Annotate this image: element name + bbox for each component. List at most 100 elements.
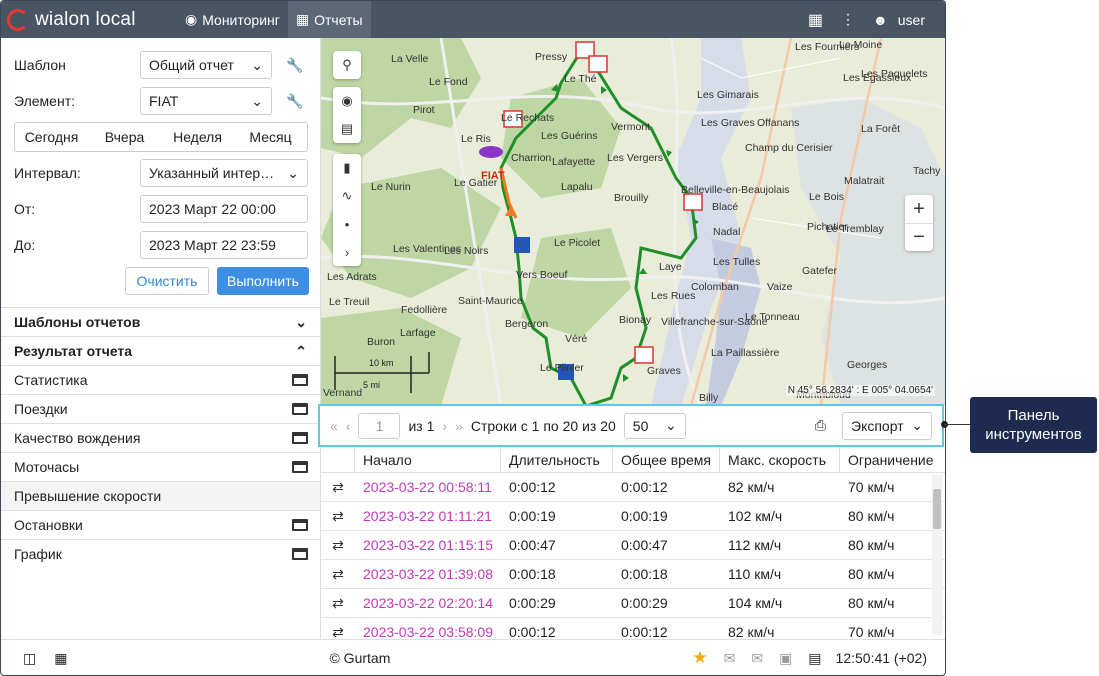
report-toolbar: « ‹ 1 из 1 › » Строки с 1 по 20 из 20 50…: [318, 404, 944, 447]
start-time-link[interactable]: 2023-03-22 01:39:08: [363, 566, 493, 582]
zoom-out-icon[interactable]: −: [905, 223, 933, 251]
start-time-link[interactable]: 2023-03-22 01:11:21: [363, 508, 492, 524]
route-icon[interactable]: ⇄: [332, 536, 344, 553]
start-time-link[interactable]: 2023-03-22 02:20:14: [363, 595, 493, 611]
mail-icon[interactable]: ✉: [751, 649, 764, 666]
result-item[interactable]: Остановки: [1, 510, 320, 539]
scrollbar-thumb[interactable]: [933, 489, 941, 529]
map-place-label: Vaize: [767, 281, 793, 293]
interval-select[interactable]: Указанный интер… ⌄: [140, 159, 308, 187]
image-icon[interactable]: ▣: [779, 649, 793, 666]
period-month[interactable]: Месяц: [249, 129, 292, 145]
first-page-icon[interactable]: «: [330, 417, 338, 434]
map-search-control[interactable]: ⚲: [333, 51, 361, 79]
table-row[interactable]: ⇄ 2023-03-22 01:11:21 0:00:19 0:00:19 102 км…: [321, 502, 945, 531]
col-start[interactable]: Начало: [355, 447, 501, 473]
map-place-label: Offanans: [757, 117, 799, 129]
chevron-up-icon: ⌃: [295, 342, 307, 359]
eye-icon[interactable]: ◉: [341, 93, 353, 108]
start-time-link[interactable]: 2023-03-22 00:58:11: [363, 479, 492, 495]
result-section[interactable]: Результат отчета ⌃: [1, 336, 320, 365]
result-item[interactable]: Превышение скорости: [1, 481, 320, 510]
next-page-icon[interactable]: ›: [442, 417, 448, 434]
prev-page-icon[interactable]: ‹: [345, 417, 351, 434]
star-icon[interactable]: ★: [692, 648, 708, 667]
route-icon[interactable]: ∿: [341, 188, 353, 203]
footer: ◫ ▦ © Gurtam ★ ✉ ✉ ▣ ▤ 12:50:41 (+02): [1, 639, 945, 675]
template-select[interactable]: Общий отчет ⌄: [140, 51, 272, 79]
messages-icon[interactable]: ✉: [723, 649, 736, 666]
more-vertical-icon[interactable]: ⋮: [841, 11, 856, 27]
user-menu[interactable]: ☻ user: [873, 12, 925, 28]
zoom-in-icon[interactable]: +: [913, 197, 925, 220]
element-select[interactable]: FIAT ⌄: [140, 87, 272, 115]
clear-button[interactable]: Очистить: [125, 267, 209, 295]
start-time-link[interactable]: 2023-03-22 03:58:09: [363, 624, 493, 639]
col-total-time[interactable]: Общее время: [613, 447, 720, 473]
print-icon[interactable]: ⎙: [814, 417, 826, 433]
period-yesterday[interactable]: Вчера: [104, 129, 145, 145]
table-scrollbar[interactable]: [932, 475, 942, 635]
wrench-icon[interactable]: 🔧: [286, 92, 304, 109]
wrench-icon[interactable]: 🔧: [286, 56, 304, 73]
table-row[interactable]: ⇄ 2023-03-22 01:15:15 0:00:47 0:00:47 112 км…: [321, 531, 945, 560]
last-page-icon[interactable]: »: [455, 417, 463, 434]
result-item[interactable]: Статистика: [1, 365, 320, 394]
map-place-label: Buron: [367, 336, 395, 348]
table-view-icon[interactable]: [292, 519, 308, 531]
map-place-label: Fedollière: [401, 304, 447, 316]
to-input[interactable]: 2023 Март 22 23:59: [140, 231, 308, 259]
table-view-icon[interactable]: [292, 461, 308, 473]
table-row[interactable]: ⇄ 2023-03-22 02:20:14 0:00:29 0:00:29 104 км…: [321, 589, 945, 618]
result-item-label: График: [14, 546, 62, 562]
from-input[interactable]: 2023 Март 22 00:00: [140, 195, 308, 223]
result-item[interactable]: Моточасы: [1, 452, 320, 481]
result-item[interactable]: График: [1, 539, 320, 568]
table-view-icon[interactable]: [292, 403, 308, 415]
ruler-icon[interactable]: ▮: [343, 160, 351, 175]
map-place-label: Le Gatier: [454, 177, 498, 189]
table-row[interactable]: ⇄ 2023-03-22 01:39:08 0:00:18 0:00:18 110 км…: [321, 560, 945, 589]
template-select-value: Общий отчет: [149, 57, 234, 73]
col-duration[interactable]: Длительность: [501, 447, 613, 473]
route-icon[interactable]: ⇄: [332, 565, 344, 582]
route-icon[interactable]: ⇄: [332, 507, 344, 524]
apps-grid-icon[interactable]: ▦: [807, 11, 824, 29]
result-item[interactable]: Качество вождения: [1, 423, 320, 452]
map-icon[interactable]: ▤: [340, 121, 354, 136]
unit-label: FIAT: [481, 170, 505, 182]
panel-toggle-icon[interactable]: ◫: [23, 649, 37, 666]
book-icon[interactable]: ▤: [808, 649, 822, 666]
table-row[interactable]: ⇄ 2023-03-22 03:58:09 0:00:12 0:00:12 82 км/…: [321, 618, 945, 640]
start-time-link[interactable]: 2023-03-22 01:15:15: [363, 537, 493, 553]
table-cell: 70 км/ч: [848, 624, 895, 639]
col-limit[interactable]: Ограничение: [848, 451, 934, 468]
route-icon[interactable]: ⇄: [332, 594, 344, 611]
page-size-select[interactable]: 50 ⌄: [623, 412, 686, 439]
scale-km: 10 km: [369, 358, 394, 368]
apps-grid-icon[interactable]: ▦: [54, 649, 68, 666]
export-select[interactable]: Экспорт ⌄: [842, 411, 932, 440]
map[interactable]: FIAT La Velle Le Fond Les Fourniers Le Moin…: [321, 38, 945, 406]
table-row[interactable]: ⇄ 2023-03-22 00:58:11 0:00:12 0:00:12 82 км/…: [321, 473, 945, 502]
result-item[interactable]: Поездки: [1, 394, 320, 423]
nav-monitoring[interactable]: ◉ Мониторинг: [177, 1, 288, 38]
map-place-label: Graves: [647, 365, 681, 377]
col-max-speed[interactable]: Макс. скорость: [720, 447, 840, 473]
period-today[interactable]: Сегодня: [24, 129, 79, 145]
table-view-icon[interactable]: [292, 374, 308, 386]
period-week[interactable]: Неделя: [173, 129, 222, 145]
run-button[interactable]: Выполнить: [217, 267, 309, 295]
nav-reports[interactable]: ▦ Отчеты: [287, 1, 371, 38]
templates-section[interactable]: Шаблоны отчетов ⌄: [1, 307, 320, 336]
page-input[interactable]: 1: [358, 412, 401, 439]
chevron-right-icon[interactable]: ›: [344, 244, 350, 260]
table-view-icon[interactable]: [292, 432, 308, 444]
points-icon[interactable]: •: [344, 216, 350, 232]
table-view-icon[interactable]: [292, 548, 308, 560]
route-icon[interactable]: ⇄: [332, 623, 344, 640]
search-icon[interactable]: ⚲: [342, 57, 352, 72]
table-cell: 0:00:18: [621, 566, 668, 582]
element-select-value: FIAT: [149, 93, 179, 109]
route-icon[interactable]: ⇄: [332, 478, 344, 495]
